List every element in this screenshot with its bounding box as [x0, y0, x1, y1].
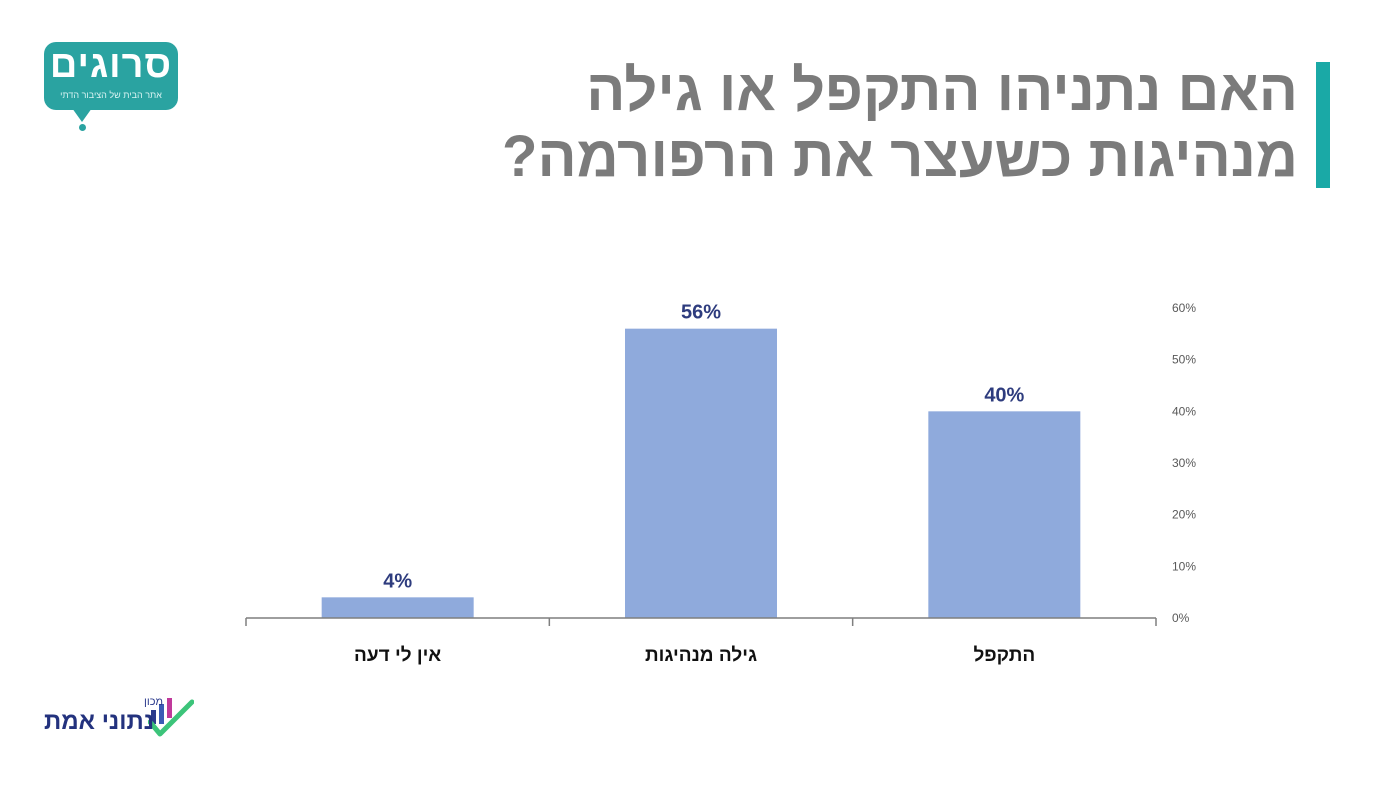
y-tick-label: 50%: [1172, 353, 1196, 367]
category-label: התקפל: [973, 645, 1035, 666]
logo-name-text: נתוני אמת: [44, 708, 155, 735]
data-label: 4%: [383, 570, 412, 592]
y-tick-label: 40%: [1172, 404, 1196, 418]
bar: [321, 597, 474, 618]
y-tick-label: 0%: [1172, 611, 1190, 625]
y-tick-label: 10%: [1172, 559, 1196, 573]
category-label: אין לי דעה: [354, 645, 441, 666]
data-label: 56%: [681, 302, 721, 324]
logo-sub-text: אתר הבית של הציבור הדתי: [60, 90, 162, 100]
logo-bubble: [44, 42, 178, 110]
logo-main-text: סרוגים: [49, 44, 173, 86]
slide-title: האם נתניהו התקפל או גילה מנהיגות כשעצר א…: [502, 58, 1330, 190]
emet-data-logo: מכון נתוני אמת: [44, 696, 194, 746]
srugim-logo: סרוגים אתר הבית של הציבור הדתי: [44, 42, 178, 132]
logo-bubble-dot: [79, 124, 86, 131]
y-tick-label: 30%: [1172, 456, 1196, 470]
title-line-2: מנהיגות כשעצר את הרפורמה?: [502, 124, 1298, 189]
bar-check-icon: [148, 698, 194, 737]
y-tick-label: 60%: [1172, 301, 1196, 315]
title-text: האם נתניהו התקפל או גילה מנהיגות כשעצר א…: [502, 58, 1298, 190]
bar: [625, 328, 777, 618]
title-line-1: האם נתניהו התקפל או גילה: [586, 58, 1298, 123]
y-tick-label: 20%: [1172, 508, 1196, 522]
category-label: גילה מנהיגות: [645, 645, 757, 666]
title-accent-bar: [1316, 62, 1330, 188]
bar: [928, 411, 1081, 618]
data-label: 40%: [984, 384, 1024, 406]
logo-small-text: מכון: [144, 696, 164, 708]
logo-bubble-tail: [72, 108, 92, 122]
